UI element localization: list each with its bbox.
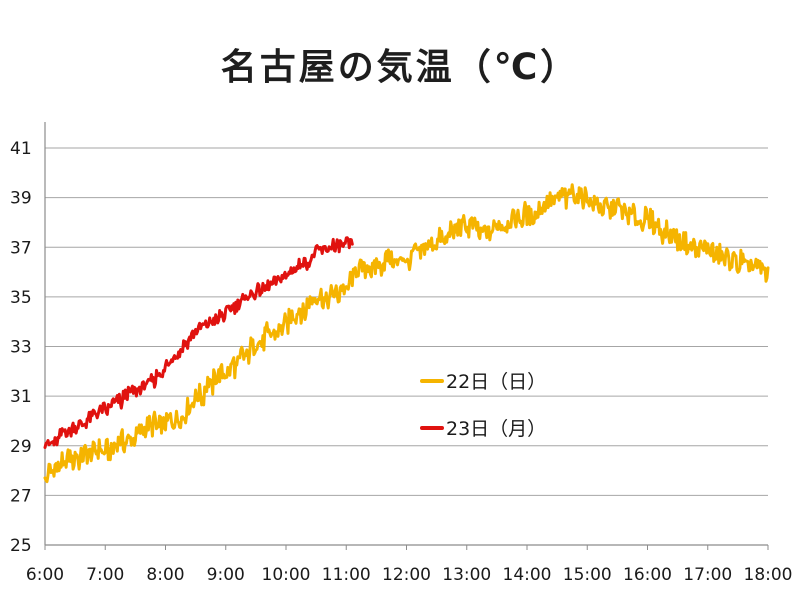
chart-title: 名古屋の気温（℃） [220,47,580,88]
x-tick-label: 8:00 [146,565,184,585]
grid-layer [45,147,768,546]
x-tick-label: 13:00 [442,565,491,585]
legend-label: 22日（日） [446,371,546,393]
y-tick-label: 27 [10,486,32,506]
x-tick-label: 17:00 [683,565,732,585]
y-tick-label: 35 [10,288,32,308]
series-line-23 [43,236,354,449]
x-tick-label: 11:00 [322,565,371,585]
x-tick-label: 7:00 [86,565,124,585]
x-tick-label: 15:00 [563,565,612,585]
series-line-22 [43,183,770,484]
y-tick-label: 33 [10,338,32,358]
x-tick-label: 14:00 [503,565,552,585]
y-tick-label: 29 [10,437,32,457]
y-tick-label: 25 [10,536,32,556]
y-tick-label: 37 [10,238,32,258]
series-layer [43,183,770,484]
y-tick-label: 41 [10,139,32,159]
x-tick-label: 16:00 [623,565,672,585]
x-tick-label: 9:00 [207,565,245,585]
axis-layer: 25 27 29 31 33 35 37 39 41 6:00 7:00 8:00 9:00 10:00 1… [10,122,793,585]
y-tick-label: 39 [10,189,32,209]
x-tick-label: 18:00 [744,565,793,585]
x-tick-label: 6:00 [26,565,64,585]
y-tick-label: 31 [10,387,32,407]
x-tick-label: 12:00 [382,565,431,585]
legend: 22日（日） 23日（月） [420,371,546,440]
legend-label: 23日（月） [446,418,546,440]
x-tick-label: 10:00 [262,565,311,585]
